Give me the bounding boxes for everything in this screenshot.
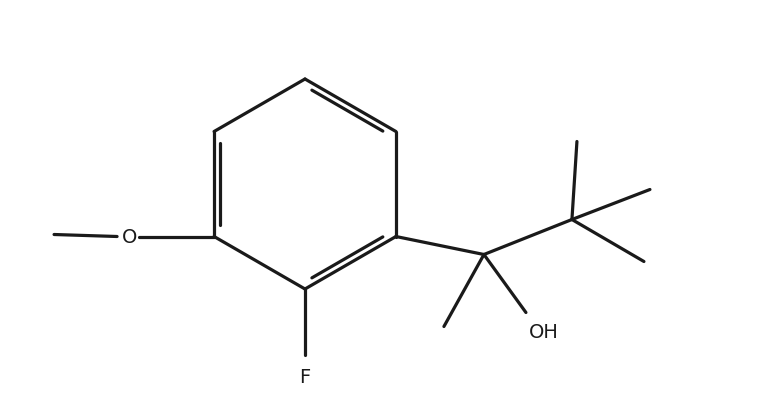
Text: O: O <box>121 227 137 246</box>
Text: F: F <box>300 367 310 386</box>
Text: OH: OH <box>529 323 559 342</box>
